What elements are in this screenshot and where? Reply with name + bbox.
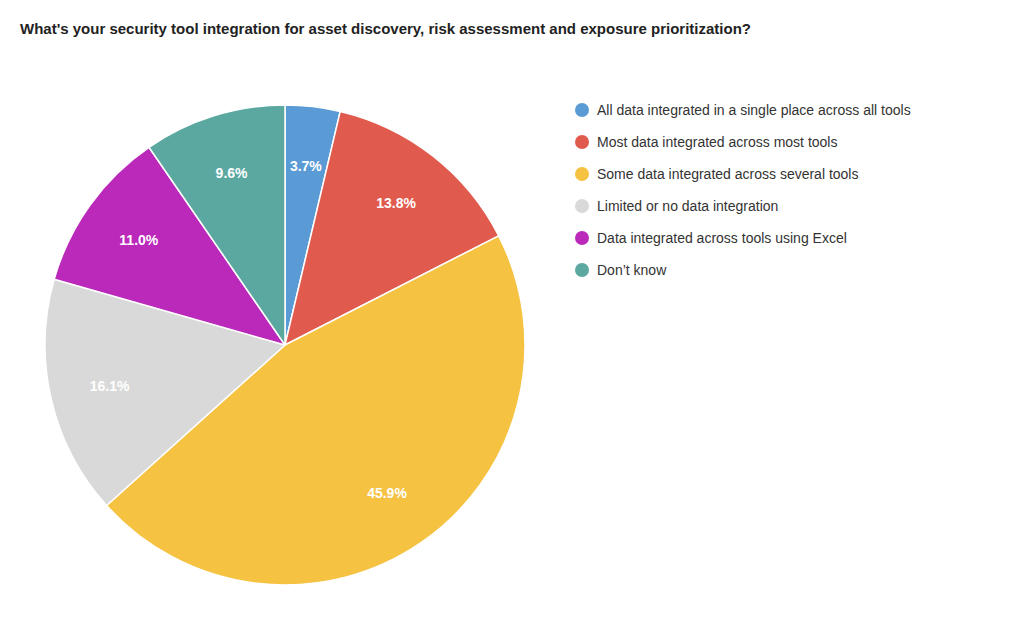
data-label: 13.8% (376, 195, 416, 211)
legend-swatch (575, 135, 589, 149)
data-label: 3.7% (290, 158, 322, 174)
data-label: 11.0% (119, 232, 158, 248)
legend-swatch (575, 103, 589, 117)
legend-label: All data integrated in a single place ac… (597, 102, 911, 118)
data-label: 45.9% (367, 485, 407, 501)
data-labels: 3.7% 13.8% 45.9% 16.1% 11.0% 9.6% (90, 158, 417, 501)
legend-swatch (575, 167, 589, 181)
background (0, 0, 1023, 623)
legend-label: Most data integrated across most tools (597, 134, 837, 150)
data-label: 9.6% (216, 165, 248, 181)
legend-swatch (575, 263, 589, 277)
slice (149, 105, 285, 345)
chart: What's your security tool integration fo… (0, 0, 1023, 623)
legend-label: Some data integrated across several tool… (597, 166, 858, 182)
legend: All data integrated in a single place ac… (575, 102, 911, 278)
title: What's your security tool integration fo… (20, 20, 751, 37)
legend-label: Don’t know (597, 262, 667, 278)
legend-label: Data integrated across tools using Excel (597, 230, 847, 246)
legend-label: Limited or no data integration (597, 198, 778, 214)
data-label: 16.1% (90, 378, 130, 394)
chart-container: What's your security tool integration fo… (0, 0, 1023, 623)
legend-swatch (575, 199, 589, 213)
legend-swatch (575, 231, 589, 245)
pie (45, 105, 525, 585)
